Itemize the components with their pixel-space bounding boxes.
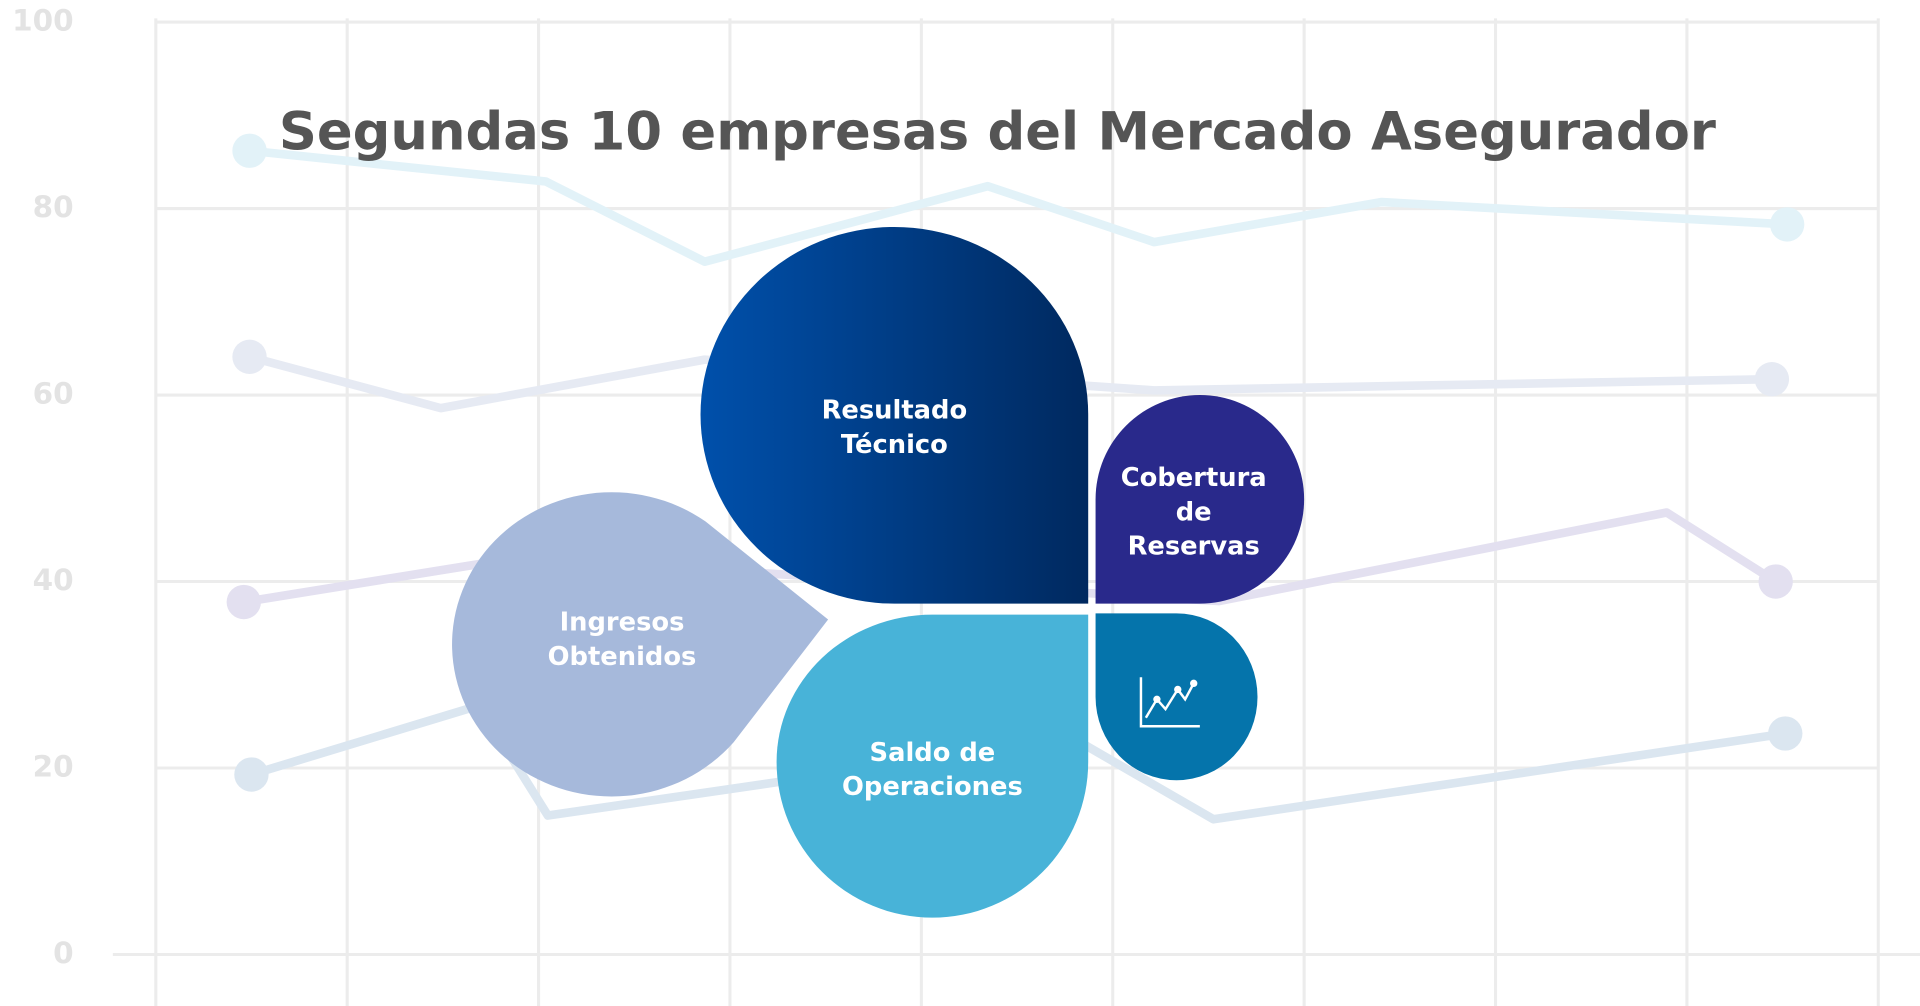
- series-end-dot: [226, 584, 261, 620]
- petal-cobertura: [1095, 395, 1305, 604]
- series-line: [249, 146, 1788, 267]
- y-tick-label: 20: [33, 749, 74, 783]
- petal-label: Obtenidos: [548, 642, 697, 672]
- petal-label: Ingresos: [560, 608, 685, 638]
- petal-label: Cobertura: [1121, 463, 1267, 493]
- series-end-dot: [1769, 207, 1805, 242]
- petal-label: Operaciones: [842, 772, 1023, 802]
- petal-label: Resultado: [822, 395, 968, 425]
- chart-icon: [1139, 677, 1200, 728]
- series-end-dot: [1768, 716, 1803, 751]
- series-end-dot: [1754, 362, 1790, 397]
- series-end-dot: [1758, 564, 1793, 599]
- petal-label: Reservas: [1128, 532, 1260, 562]
- petal-label: Técnico: [841, 430, 948, 460]
- petal-labels: Resultado Técnico Cobertura de Reservas Ingre…: [548, 395, 1267, 802]
- series-end-dot: [232, 133, 267, 168]
- title: Segundas 10 empresas del Mercado Asegura…: [279, 102, 1716, 163]
- petal-ingresos: [452, 492, 829, 797]
- y-tick-label: 100: [12, 4, 73, 38]
- petal-icon: [1095, 613, 1258, 781]
- y-tick-label: 60: [33, 377, 74, 411]
- series-line: [248, 352, 1772, 413]
- petal-label: Saldo de: [870, 738, 996, 768]
- series-end-dot: [234, 757, 269, 792]
- series-end-dot: [232, 339, 267, 374]
- background-chart: 0 20 40 60 80 100: [12, 4, 1920, 1006]
- petal-saldo: [776, 614, 1089, 918]
- y-tick-label: 0: [53, 936, 73, 970]
- y-tick-label: 40: [33, 563, 74, 597]
- petal-label: de: [1176, 497, 1212, 527]
- petal-resultado: [700, 226, 1089, 604]
- y-tick-label: 80: [33, 190, 74, 224]
